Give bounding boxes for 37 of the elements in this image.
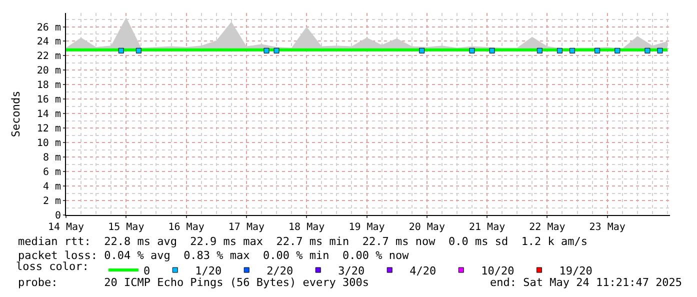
x-tick-label: 14 May	[48, 222, 84, 233]
text: packet loss: 0.04 % avg 0.83 % max 0.00 % min 0.00 % now	[18, 249, 410, 262]
y-tick-label: 8 m	[42, 152, 61, 164]
legend-label: 19/20	[559, 264, 592, 278]
y-tick-label: 10 m	[36, 138, 61, 150]
legend-label: 10/20	[481, 264, 514, 278]
text: probe: 20 ICMP Echo Pings (56 Bytes) every 300s	[18, 276, 369, 289]
y-tick-label: 4 m	[42, 182, 61, 193]
legend-label: 0	[143, 264, 150, 278]
y-tick-label: 20 m	[36, 66, 61, 77]
legend-label: 2/20	[266, 264, 294, 278]
x-tick-label: 23 May	[589, 222, 626, 233]
y-tick-label: 14 m	[36, 109, 61, 120]
y-tick-label: 26 m	[36, 22, 61, 34]
legend-label: 4/20	[410, 264, 436, 278]
x-tick-label: 22 May	[529, 222, 566, 233]
y-tick-label: 12 m	[36, 124, 61, 135]
legend-label: 3/20	[338, 264, 365, 278]
y-tick-label: 6 m	[42, 167, 61, 178]
y-tick-label: 0	[54, 210, 61, 222]
x-tick-label: 16 May	[168, 222, 204, 233]
legend-title: loss color:	[16, 260, 96, 273]
legend-label: 1/20	[195, 264, 222, 278]
y-tick-label: 22 m	[36, 51, 61, 62]
x-tick-label: 17 May	[228, 222, 265, 233]
y-axis-title: Seconds	[10, 90, 23, 138]
text: median rtt: 22.8 ms avg 22.9 ms max 22.7 ms min 22.7 ms now 0.0 ms sd 1.2 k am/s	[18, 235, 588, 248]
text: end: Sat May 24 11:21:47 2025	[490, 276, 682, 289]
x-tick-label: 18 May	[288, 222, 325, 233]
x-tick-label: 20 May	[408, 222, 445, 233]
y-tick-label: 24 m	[36, 36, 61, 48]
y-tick-label: 18 m	[36, 80, 61, 92]
y-tick-label: 16 m	[36, 94, 61, 106]
x-tick-label: 21 May	[468, 222, 506, 233]
y-tick-label: 2 m	[42, 196, 61, 208]
x-tick-label: 19 May	[348, 222, 385, 233]
x-tick-label: 15 May	[108, 222, 144, 233]
